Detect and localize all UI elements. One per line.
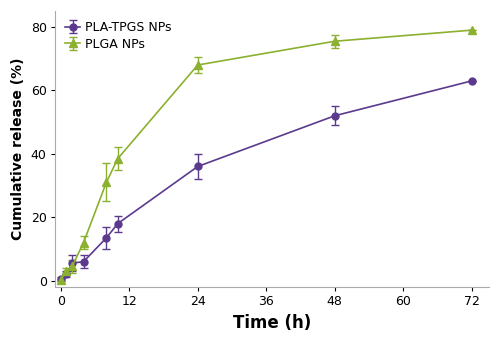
Legend: PLA-TPGS NPs, PLGA NPs: PLA-TPGS NPs, PLGA NPs [61,17,176,55]
Y-axis label: Cumulative release (%): Cumulative release (%) [11,58,25,240]
X-axis label: Time (h): Time (h) [233,314,311,332]
